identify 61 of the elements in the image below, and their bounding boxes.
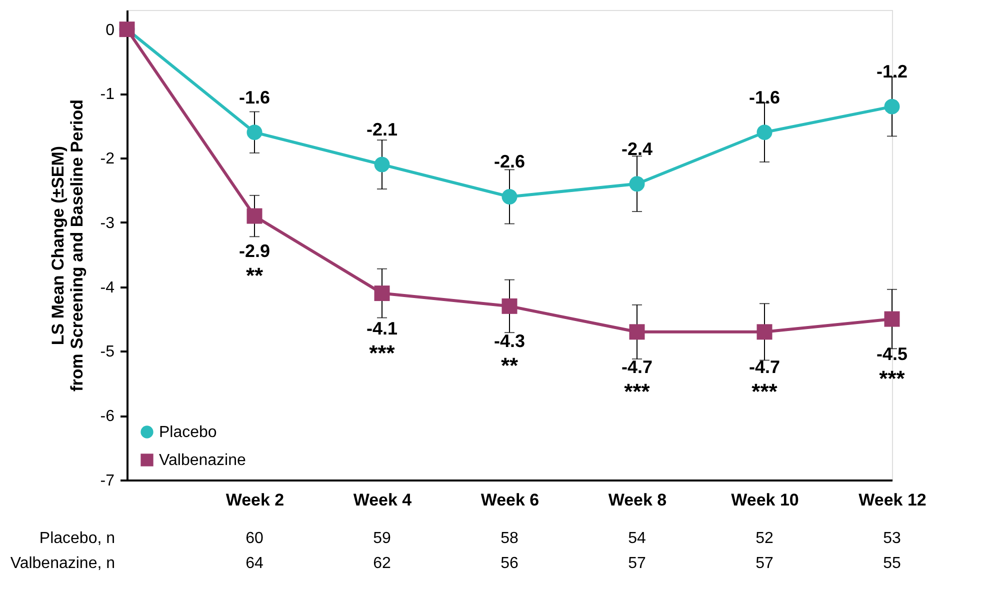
- point: [756, 324, 772, 340]
- annotation: ***: [369, 340, 396, 366]
- text: 60: [246, 530, 264, 547]
- y-tick-label: 0: [106, 22, 115, 39]
- annotation: ***: [624, 378, 650, 404]
- data-label: -1.6: [238, 87, 270, 108]
- x-tick-label: Week 2: [226, 490, 284, 510]
- annotation: ***: [879, 366, 906, 392]
- point: [374, 286, 390, 302]
- legend-label: Valbenazine: [159, 452, 246, 469]
- annotation: **: [246, 263, 264, 288]
- data-label: -4.7: [621, 356, 653, 377]
- text: Valbenazine, n: [10, 555, 115, 572]
- point: [884, 311, 900, 327]
- text: 58: [500, 530, 518, 547]
- data-label: -4.3: [494, 331, 526, 352]
- y-tick-label: -1: [100, 86, 115, 104]
- data-label: -4.5: [876, 344, 908, 364]
- data-label: -2.4: [621, 138, 653, 159]
- annotation: **: [500, 353, 518, 378]
- annotation: ***: [752, 378, 778, 404]
- point: [629, 176, 645, 192]
- data-label: -1.6: [748, 87, 780, 108]
- y-tick-label: -6: [100, 408, 115, 426]
- point: [629, 324, 645, 340]
- y-tick-label: -3: [100, 214, 115, 232]
- x-tick-label: Week 4: [353, 490, 412, 510]
- text: 55: [883, 555, 901, 572]
- text: 54: [628, 530, 646, 547]
- data-label: -2.1: [366, 120, 398, 140]
- legend-label: Placebo: [159, 424, 217, 441]
- data-label: -1.2: [876, 62, 908, 82]
- x-tick-label: Week 8: [608, 490, 667, 510]
- text: 62: [373, 555, 391, 572]
- data-label: -4.1: [366, 318, 398, 338]
- text: 56: [500, 555, 518, 572]
- y-tick-label: -2: [100, 150, 115, 168]
- point: [756, 124, 772, 140]
- data-label: -4.7: [748, 356, 780, 377]
- point: [502, 188, 518, 204]
- x-tick-label: Week 6: [480, 490, 540, 510]
- text: 53: [883, 530, 901, 547]
- text: Placebo, n: [39, 530, 115, 547]
- text: 64: [246, 555, 264, 572]
- y-tick-label: -5: [100, 344, 115, 361]
- point: [246, 124, 262, 140]
- data-label: -2.6: [494, 152, 526, 172]
- text: 52: [756, 530, 774, 547]
- data-label: -2.9: [238, 241, 270, 262]
- point: [246, 208, 262, 224]
- x-tick-label: Week 10: [731, 490, 799, 510]
- point: [884, 98, 900, 114]
- text: 57: [756, 555, 774, 572]
- y-tick-label: -7: [100, 472, 115, 490]
- y-tick-label: -4: [100, 279, 115, 296]
- x-tick-label: Week 12: [858, 490, 926, 510]
- text: 57: [628, 555, 646, 572]
- text: 59: [373, 530, 391, 547]
- y-axis-title: LS Mean Change (±SEM) from Screening and Baseline Period: [48, 100, 86, 392]
- point: [374, 156, 390, 172]
- point: [502, 298, 518, 314]
